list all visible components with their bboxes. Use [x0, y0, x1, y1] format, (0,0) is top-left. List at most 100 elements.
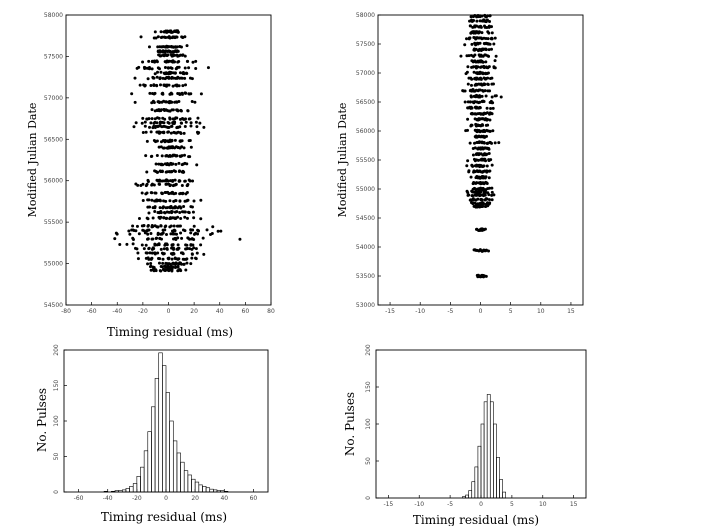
x-tick-label-a-5: 20 — [190, 308, 198, 315]
axis-ticks-c: -60 -40 -20 0 20 40 60 0 50 100 150 200 — [53, 344, 257, 502]
data-point-a-14-13 — [152, 121, 156, 125]
data-point-a-39-22 — [163, 268, 167, 272]
histogram-bar-c-9 — [136, 476, 141, 493]
data-point-a-20-13 — [154, 162, 158, 166]
data-point-b-34-17 — [480, 201, 484, 205]
data-point-a-18-21 — [182, 146, 186, 150]
data-point-a-39-25 — [179, 269, 183, 273]
data-point-a-7-9 — [178, 71, 182, 75]
data-point-b-13-14 — [481, 88, 485, 92]
y-tick-label-b-10: 58000 — [356, 12, 375, 19]
data-point-b-27-16 — [473, 170, 477, 174]
data-point-a-36-18 — [194, 256, 198, 260]
data-point-b-0-16 — [484, 15, 488, 19]
data-point-b-16-11 — [485, 106, 489, 110]
data-point-a-39-10 — [159, 269, 163, 273]
histogram-bar-c-10 — [140, 466, 145, 493]
data-point-a-20-10 — [177, 161, 181, 165]
data-point-b-9-16 — [474, 66, 478, 70]
data-point-a-23-19 — [134, 182, 138, 186]
histogram-bar-c-24 — [191, 478, 196, 493]
data-point-b-20-3 — [466, 128, 470, 132]
data-point-b-23-18 — [479, 146, 483, 150]
data-point-a-32-18 — [173, 236, 177, 240]
scatter-panel-b: -15 -10 -5 0 5 10 15 53000 53500 54000 54500 55000 5… — [336, 12, 584, 315]
data-point-a-10-11 — [152, 92, 156, 96]
x-tick-label-d-0: -15 — [383, 501, 393, 508]
histogram-bar-d-6 — [480, 423, 485, 499]
data-point-a-34-3 — [194, 247, 198, 251]
data-point-a-31-11 — [196, 232, 200, 236]
data-point-a-21-14 — [174, 169, 178, 173]
data-point-a-9-18 — [167, 83, 171, 87]
data-point-b-18-18 — [475, 118, 479, 122]
axis-ticks-a: -80 -60 -40 -20 0 20 40 60 80 54500 55000 55500 5600… — [44, 12, 275, 315]
data-point-a-28-17 — [199, 217, 203, 221]
data-point-a-10-23 — [170, 92, 174, 96]
data-point-a-24-13 — [160, 192, 164, 196]
data-point-a-20-25 — [181, 162, 185, 166]
histogram-bar-c-32 — [220, 490, 225, 493]
data-point-a-30-19 — [189, 228, 193, 232]
data-point-a-29-2 — [172, 224, 176, 228]
data-point-a-7-20 — [164, 72, 168, 76]
data-point-a-12-25 — [186, 109, 190, 113]
data-point-a-35-17 — [151, 251, 155, 255]
data-point-a-19-21 — [171, 153, 175, 157]
data-point-a-14-25 — [155, 121, 159, 125]
data-point-a-2-12 — [185, 44, 189, 48]
data-point-a-25-20 — [183, 199, 187, 203]
data-point-a-29-16 — [163, 225, 167, 229]
data-point-b-16-8 — [489, 107, 493, 111]
data-point-a-27-15 — [162, 211, 166, 215]
data-point-b-13-11 — [461, 89, 465, 93]
data-point-a-23-18 — [158, 182, 162, 186]
data-point-b-11-13 — [484, 77, 488, 81]
data-point-a-14-19 — [149, 121, 153, 125]
data-point-a-13-16 — [145, 117, 149, 121]
x-tick-label-c-2: -20 — [132, 495, 142, 502]
data-point-a-27-25 — [158, 210, 162, 214]
data-point-b-20-14 — [488, 129, 492, 133]
data-point-a-4-14 — [181, 53, 185, 57]
histogram-bar-c-18 — [169, 420, 174, 493]
data-point-a-13-8 — [188, 117, 192, 121]
data-point-b-18-8 — [488, 118, 492, 122]
data-point-a-30-21 — [173, 229, 177, 233]
x-tick-label-b-2: -5 — [447, 308, 453, 315]
data-point-b-12-18 — [466, 82, 470, 86]
data-point-a-23-15 — [144, 184, 148, 188]
data-point-b-1-19 — [472, 19, 476, 23]
histogram-bar-d-5 — [477, 445, 482, 499]
data-point-a-8-23 — [158, 76, 162, 80]
histogram-bar-d-2 — [468, 490, 473, 499]
data-point-a-15-10 — [143, 124, 147, 128]
data-point-b-7-12 — [469, 53, 473, 57]
data-point-a-3-22 — [158, 50, 162, 54]
data-point-a-13-20 — [153, 117, 157, 121]
data-point-a-38-25 — [166, 264, 170, 268]
data-point-a-37-23 — [171, 261, 175, 265]
y-tick-label-a-0: 54500 — [44, 302, 63, 309]
data-point-a-22-22 — [171, 179, 175, 183]
data-point-a-13-25 — [175, 116, 179, 120]
data-point-a-37-18 — [178, 261, 182, 265]
data-point-a-10-21 — [161, 92, 165, 96]
histogram-bar-c-4 — [118, 490, 123, 493]
data-point-a-13-9 — [163, 117, 167, 121]
data-point-a-37-20 — [149, 261, 153, 265]
data-point-a-8-15 — [151, 75, 155, 79]
data-point-a-34-15 — [188, 247, 192, 251]
data-point-b-7-14 — [459, 54, 463, 58]
data-point-a-25-25 — [154, 199, 158, 203]
data-point-b-35-17 — [483, 204, 487, 208]
data-point-a-16-14 — [144, 130, 148, 134]
data-point-a-15-11 — [132, 125, 136, 129]
data-point-b-6-19 — [478, 48, 482, 52]
data-point-a-34-9 — [162, 247, 166, 251]
data-point-a-36-12 — [161, 257, 165, 261]
data-point-a-14-4 — [189, 121, 193, 125]
data-point-b-37-19 — [477, 249, 481, 253]
data-point-a-20-22 — [195, 163, 199, 167]
data-point-a-24-21 — [145, 191, 149, 195]
